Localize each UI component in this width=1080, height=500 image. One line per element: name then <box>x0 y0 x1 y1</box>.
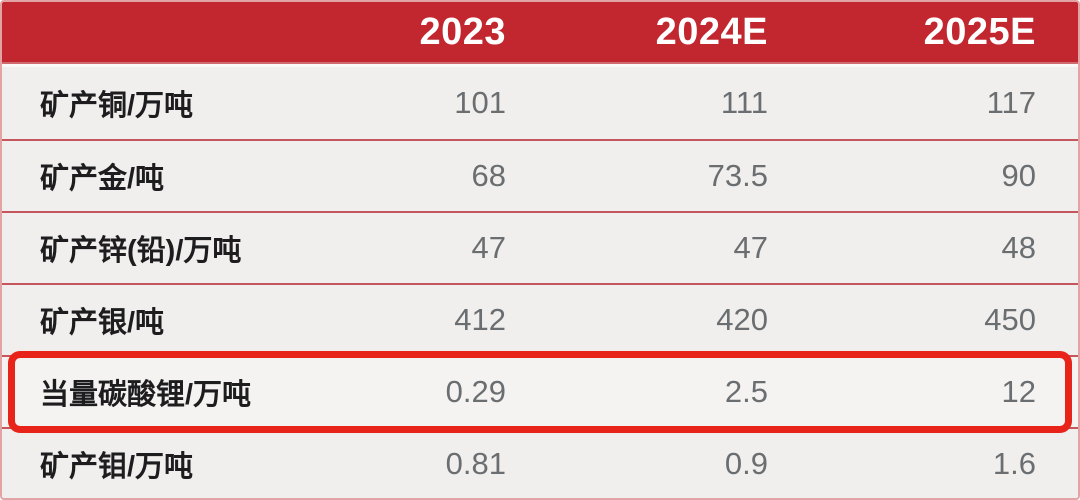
table-row: 当量碳酸锂/万吨 0.29 2.5 12 <box>2 351 1078 433</box>
row-value-2023: 412 <box>454 302 506 337</box>
row-value-2024e: 111 <box>720 85 768 120</box>
table-header: 2023 2024E 2025E <box>2 2 1078 64</box>
row-label: 矿产金/吨 <box>40 163 165 195</box>
table-row: 矿产银/吨 412 420 450 <box>2 283 1078 355</box>
row-value-2023: 101 <box>454 85 506 120</box>
row-value-2023: 68 <box>471 158 506 193</box>
row-value-2025e: 117 <box>986 85 1036 120</box>
header-cell-2025e: 2025E <box>923 10 1036 53</box>
row-value-2025e: 450 <box>984 302 1036 337</box>
table-row: 矿产锌(铅)/万吨 47 47 48 <box>2 211 1078 283</box>
row-value-2023: 0.81 <box>445 446 506 481</box>
row-label: 当量碳酸锂/万吨 <box>40 379 252 411</box>
row-value-2025e: 1.6 <box>992 446 1036 481</box>
row-value-2024e: 73.5 <box>707 158 768 193</box>
row-value-2025e: 12 <box>1001 374 1036 409</box>
row-value-2024e: 47 <box>733 230 768 265</box>
header-cell-2024e: 2024E <box>655 10 768 53</box>
table-row: 矿产金/吨 68 73.5 90 <box>2 139 1078 211</box>
row-label: 矿产锌(铅)/万吨 <box>40 235 242 267</box>
row-value-2023: 47 <box>471 230 506 265</box>
row-value-2025e: 48 <box>1001 230 1036 265</box>
row-value-2025e: 90 <box>1001 158 1036 193</box>
row-value-2024e: 420 <box>716 302 768 337</box>
table-body: 矿产铜/万吨 101 111 117 矿产金/吨 68 73.5 90 矿产锌(… <box>2 64 1078 498</box>
table-row: 矿产钼/万吨 0.81 0.9 1.6 <box>2 427 1078 498</box>
table-row: 矿产铜/万吨 101 111 117 <box>2 67 1078 139</box>
row-label: 矿产铜/万吨 <box>40 90 194 122</box>
header-cell-2023: 2023 <box>419 10 506 53</box>
row-label: 矿产银/吨 <box>40 307 165 339</box>
row-value-2024e: 0.9 <box>724 446 768 481</box>
row-value-2024e: 2.5 <box>724 374 768 409</box>
row-value-2023: 0.29 <box>445 374 506 409</box>
row-label: 矿产钼/万吨 <box>40 451 194 483</box>
